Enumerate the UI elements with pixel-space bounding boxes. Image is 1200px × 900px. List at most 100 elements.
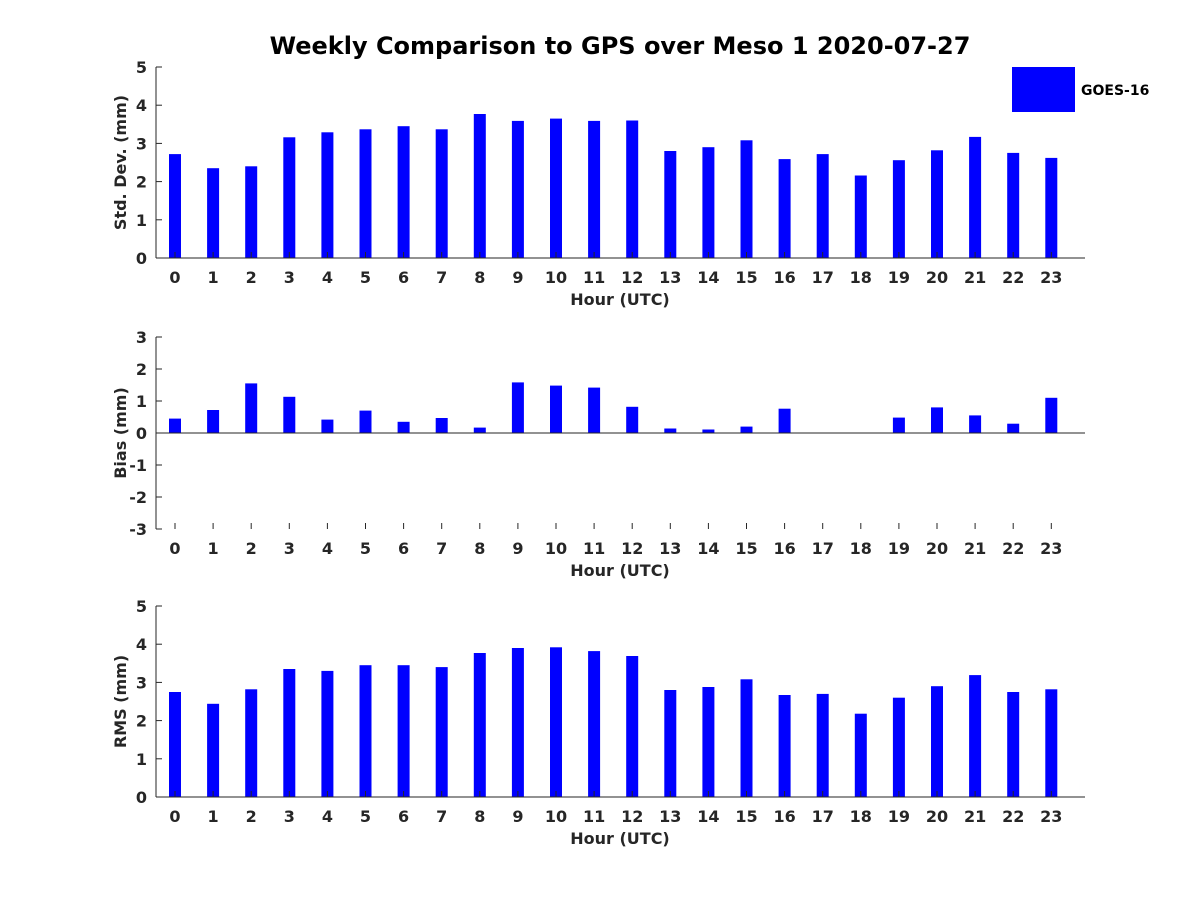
x-tick-label-std-11: 11 bbox=[583, 268, 605, 287]
bar-bias-hour-4 bbox=[321, 419, 334, 433]
bar-bias-hour-13 bbox=[664, 428, 677, 433]
bar-bias-hour-21 bbox=[969, 415, 982, 433]
x-tick-label-std-6: 6 bbox=[398, 268, 409, 287]
x-tick-label-bias-20: 20 bbox=[926, 539, 948, 558]
bar-std-hour-4 bbox=[321, 132, 334, 258]
y-tick-label-std-3: 3 bbox=[136, 134, 147, 153]
legend-label-goes-16: GOES-16 bbox=[1081, 83, 1149, 99]
x-tick-label-bias-5: 5 bbox=[360, 539, 371, 558]
figure-title: Weekly Comparison to GPS over Meso 1 202… bbox=[270, 32, 971, 60]
x-tick-label-rms-19: 19 bbox=[888, 807, 910, 826]
bar-rms-hour-7 bbox=[435, 667, 448, 797]
bar-bias-hour-22 bbox=[1007, 423, 1020, 433]
y-tick-label-rms-4: 4 bbox=[136, 635, 147, 654]
bar-rms-hour-14 bbox=[702, 687, 715, 797]
x-tick-label-rms-6: 6 bbox=[398, 807, 409, 826]
x-tick-label-bias-18: 18 bbox=[850, 539, 872, 558]
x-tick-label-std-15: 15 bbox=[735, 268, 757, 287]
x-axis-label-std: Hour (UTC) bbox=[570, 290, 670, 309]
x-tick-label-std-19: 19 bbox=[888, 268, 910, 287]
x-tick-label-bias-16: 16 bbox=[773, 539, 795, 558]
x-tick-label-bias-14: 14 bbox=[697, 539, 719, 558]
bar-rms-hour-20 bbox=[931, 686, 943, 797]
bar-std-hour-13 bbox=[664, 151, 677, 258]
y-tick-label-std-5: 5 bbox=[136, 58, 147, 77]
bar-std-hour-3 bbox=[283, 137, 296, 258]
bar-bias-hour-3 bbox=[283, 396, 296, 433]
bar-std-hour-20 bbox=[931, 150, 943, 258]
bar-rms-hour-5 bbox=[359, 665, 372, 797]
x-tick-label-bias-3: 3 bbox=[284, 539, 295, 558]
y-tick-label-std-1: 1 bbox=[136, 211, 147, 230]
bar-bias-hour-12 bbox=[626, 406, 639, 433]
legend: GOES-16 bbox=[1012, 67, 1149, 112]
bar-rms-hour-17 bbox=[816, 693, 829, 797]
bar-std-hour-9 bbox=[511, 120, 524, 259]
x-tick-label-std-1: 1 bbox=[208, 268, 219, 287]
bar-bias-hour-19 bbox=[892, 417, 905, 433]
x-tick-label-std-23: 23 bbox=[1040, 268, 1062, 287]
x-tick-label-std-22: 22 bbox=[1002, 268, 1024, 287]
y-tick-label-bias-3: 3 bbox=[136, 328, 147, 347]
x-tick-label-std-12: 12 bbox=[621, 268, 643, 287]
bar-bias-hour-5 bbox=[359, 410, 372, 433]
bar-std-hour-14 bbox=[702, 147, 715, 258]
bar-rms-hour-4 bbox=[321, 670, 334, 797]
x-tick-label-rms-14: 14 bbox=[697, 807, 719, 826]
bar-rms-hour-9 bbox=[511, 648, 524, 797]
bar-rms-hour-0 bbox=[169, 692, 181, 797]
x-tick-label-bias-8: 8 bbox=[474, 539, 485, 558]
x-tick-label-rms-10: 10 bbox=[545, 807, 567, 826]
bar-std-hour-7 bbox=[435, 129, 448, 258]
x-tick-label-rms-0: 0 bbox=[169, 807, 180, 826]
x-tick-label-rms-20: 20 bbox=[926, 807, 948, 826]
bar-bias-hour-1 bbox=[207, 410, 220, 433]
bar-std-hour-1 bbox=[207, 168, 220, 258]
x-tick-label-std-9: 9 bbox=[512, 268, 523, 287]
y-tick-label-std-2: 2 bbox=[136, 173, 147, 192]
x-axis-label-rms: Hour (UTC) bbox=[570, 829, 670, 848]
x-tick-label-std-20: 20 bbox=[926, 268, 948, 287]
x-tick-label-rms-2: 2 bbox=[246, 807, 257, 826]
bar-rms-hour-22 bbox=[1007, 692, 1020, 797]
y-axis-label-std: Std. Dev. (mm) bbox=[111, 95, 130, 230]
x-axis-label-bias: Hour (UTC) bbox=[570, 561, 670, 580]
x-tick-label-std-14: 14 bbox=[697, 268, 719, 287]
x-tick-label-std-8: 8 bbox=[474, 268, 485, 287]
x-tick-label-rms-11: 11 bbox=[583, 807, 605, 826]
bar-rms-hour-21 bbox=[969, 675, 982, 797]
bar-std-hour-5 bbox=[359, 129, 372, 258]
y-tick-label-rms-2: 2 bbox=[136, 712, 147, 731]
bar-bias-hour-2 bbox=[245, 383, 258, 433]
bar-bias-hour-6 bbox=[397, 421, 410, 433]
bar-bias-hour-7 bbox=[435, 418, 448, 433]
bar-bias-hour-11 bbox=[588, 387, 601, 433]
x-tick-label-rms-18: 18 bbox=[850, 807, 872, 826]
bar-std-hour-8 bbox=[473, 114, 486, 258]
x-tick-label-bias-6: 6 bbox=[398, 539, 409, 558]
bar-bias-hour-10 bbox=[550, 385, 562, 433]
bar-rms-hour-13 bbox=[664, 690, 677, 797]
y-tick-label-rms-5: 5 bbox=[136, 597, 147, 616]
bar-std-hour-15 bbox=[740, 140, 753, 258]
x-tick-label-rms-1: 1 bbox=[208, 807, 219, 826]
x-tick-label-bias-2: 2 bbox=[246, 539, 257, 558]
y-tick-label-rms-3: 3 bbox=[136, 673, 147, 692]
bar-std-hour-21 bbox=[969, 136, 982, 258]
x-tick-label-rms-16: 16 bbox=[773, 807, 795, 826]
bar-std-hour-2 bbox=[245, 166, 258, 258]
bar-rms-hour-23 bbox=[1045, 689, 1058, 797]
y-tick-label-rms-1: 1 bbox=[136, 750, 147, 769]
y-tick-label-std-0: 0 bbox=[136, 249, 147, 268]
x-tick-label-rms-17: 17 bbox=[812, 807, 834, 826]
x-tick-label-rms-21: 21 bbox=[964, 807, 986, 826]
bar-std-hour-18 bbox=[854, 175, 867, 258]
bar-bias-hour-9 bbox=[511, 382, 524, 433]
x-tick-label-bias-11: 11 bbox=[583, 539, 605, 558]
x-tick-label-std-7: 7 bbox=[436, 268, 447, 287]
bar-std-hour-12 bbox=[626, 120, 639, 258]
bar-std-hour-23 bbox=[1045, 157, 1058, 258]
